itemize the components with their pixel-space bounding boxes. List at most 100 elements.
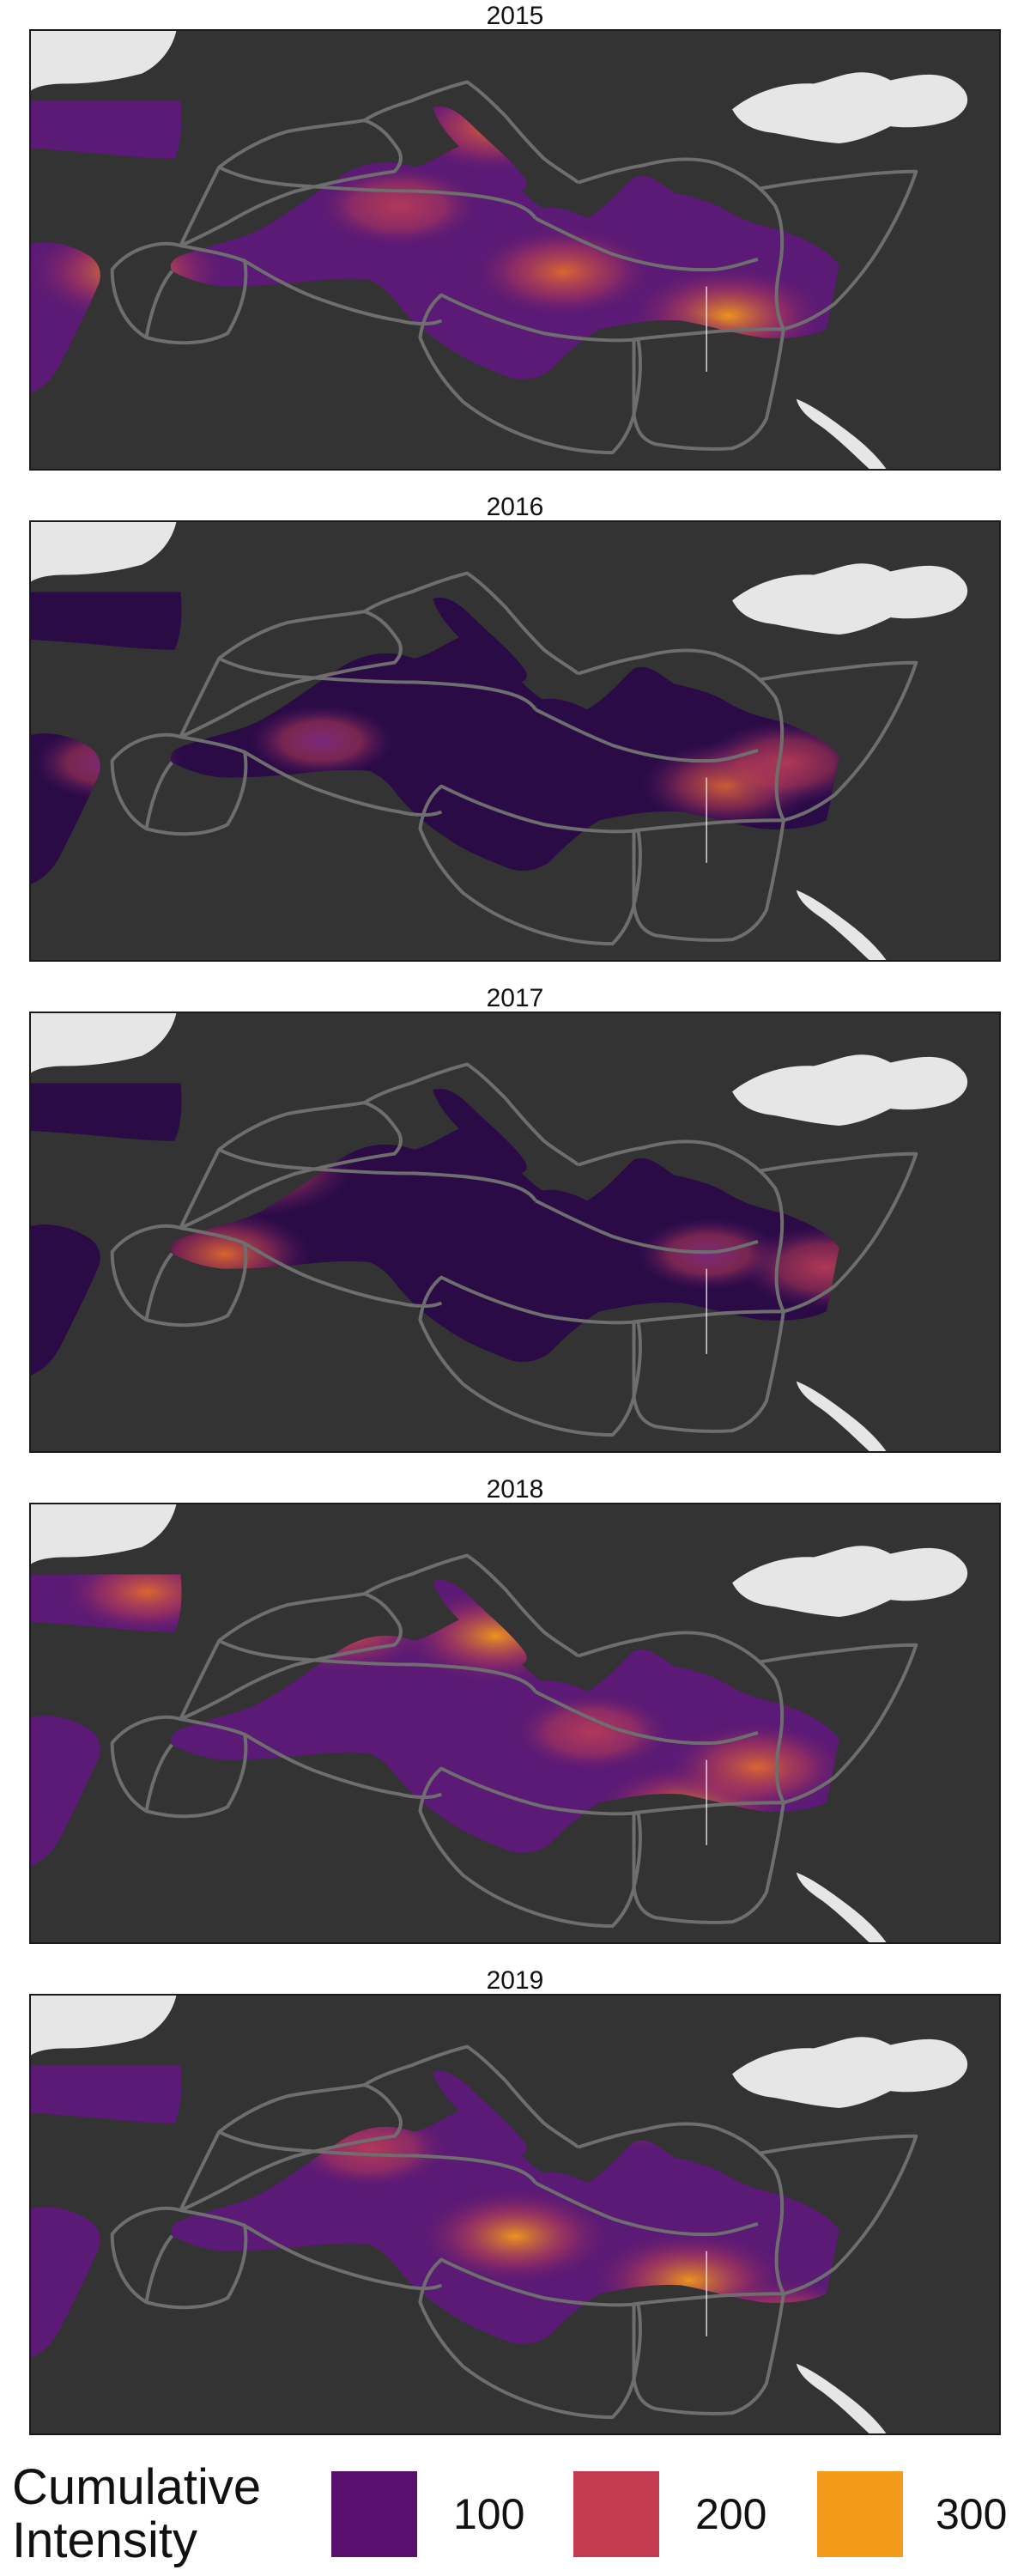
land-mass [31, 1504, 177, 1564]
region-boundary [757, 660, 918, 823]
region-boundary [535, 216, 759, 272]
region-boundary [757, 1643, 918, 1805]
legend: Cumulative Intensity 100 200 300 [0, 2456, 1030, 2576]
region-boundary [632, 818, 785, 942]
region-boundary [179, 1101, 403, 1230]
legend-label-300: 300 [936, 2490, 1008, 2538]
region-boundary [363, 1062, 579, 1167]
land-mass [796, 890, 887, 960]
region-boundary [757, 2134, 918, 2296]
region-boundary [757, 1151, 918, 1314]
region-boundary [632, 2292, 785, 2415]
region-boundary [418, 784, 642, 946]
legend-swatch-300 [817, 2471, 903, 2557]
region-boundary [244, 259, 443, 326]
land-mass [31, 522, 177, 582]
land-mass [732, 72, 968, 143]
region-boundary [578, 1139, 761, 1173]
region-boundary [144, 2234, 173, 2303]
region-boundary [535, 1690, 759, 1746]
region-boundary [418, 293, 642, 455]
region-boundary [632, 327, 785, 451]
region-boundary [244, 750, 443, 817]
region-boundary [179, 610, 403, 739]
map-panel-2018 [29, 1503, 1001, 1944]
legend-title-line2: Intensity [12, 2512, 197, 2568]
region-boundary [110, 241, 248, 345]
region-boundary [363, 1553, 579, 1658]
intensity-hotspot [415, 2186, 615, 2287]
panel-title-2015: 2015 [486, 2, 544, 30]
region-boundary [418, 1275, 642, 1437]
map-svg [31, 1013, 999, 1451]
map-svg [31, 522, 999, 960]
region-boundary [535, 2181, 759, 2237]
land-mass [732, 2037, 968, 2108]
region-boundary [144, 270, 173, 338]
region-boundary [363, 2044, 579, 2149]
region-boundary [418, 2257, 642, 2420]
region-boundary [218, 1147, 537, 1202]
region-boundary [218, 2129, 537, 2184]
map-svg [31, 1996, 999, 2433]
panel-title-2019: 2019 [486, 1966, 544, 1995]
region-boundary [218, 656, 537, 711]
land-mass [796, 1872, 887, 1942]
region-boundary [144, 761, 173, 829]
intensity-hotspot [470, 225, 657, 319]
land-mass [732, 563, 968, 635]
map-svg [31, 1504, 999, 1942]
region-boundary [535, 708, 759, 763]
legend-label-200: 200 [695, 2490, 767, 2538]
land-mass [31, 1013, 177, 1073]
region-boundary [179, 2083, 403, 2213]
land-mass [796, 1381, 887, 1451]
region-boundary [632, 1309, 785, 1433]
region-boundary [218, 165, 537, 220]
region-boundary [110, 732, 248, 836]
intensity-hotspot [314, 164, 483, 248]
land-mass [796, 398, 887, 469]
panel-title-2016: 2016 [486, 493, 544, 521]
legend-label-100: 100 [453, 2490, 525, 2538]
region-boundary [535, 1199, 759, 1255]
region-boundary [578, 157, 761, 191]
land-mass [31, 1996, 177, 2056]
map-panel-2016 [29, 520, 1001, 962]
map-panel-2017 [29, 1012, 1001, 1453]
land-mass [796, 2363, 887, 2433]
region-boundary [244, 1733, 443, 1800]
intensity-hotspot [740, 1224, 839, 1309]
legend-swatch-100 [331, 2471, 417, 2557]
legend-title-line1: Cumulative [12, 2459, 262, 2515]
map-panel-2015 [29, 29, 1001, 471]
panel-title-2017: 2017 [486, 984, 544, 1012]
intensity-hotspot [511, 1692, 674, 1773]
map-svg [31, 31, 999, 469]
region-boundary [578, 1631, 761, 1664]
region-boundary [363, 80, 579, 185]
land-mass [31, 31, 177, 91]
map-panel-2019 [29, 1994, 1001, 2435]
region-boundary [110, 1715, 248, 1819]
region-boundary [578, 648, 761, 682]
intensity-hotspot [636, 1218, 781, 1291]
region-boundary [144, 1743, 173, 1812]
region-boundary [179, 1592, 403, 1722]
legend-swatch-200 [573, 2471, 659, 2557]
region-boundary [110, 2206, 248, 2310]
region-boundary [632, 1801, 785, 1924]
region-boundary [244, 2224, 443, 2291]
land-mass [732, 1546, 968, 1617]
region-boundary [757, 169, 918, 331]
region-boundary [418, 1766, 642, 1929]
region-boundary [578, 2122, 761, 2155]
region-boundary [363, 571, 579, 676]
intensity-hotspot [249, 705, 394, 777]
region-boundary [110, 1224, 248, 1327]
region-boundary [144, 1252, 173, 1321]
legend-title: Cumulative Intensity [12, 2461, 304, 2567]
region-boundary [244, 1242, 443, 1309]
land-mass [732, 1054, 968, 1126]
region-boundary [218, 1638, 537, 1693]
